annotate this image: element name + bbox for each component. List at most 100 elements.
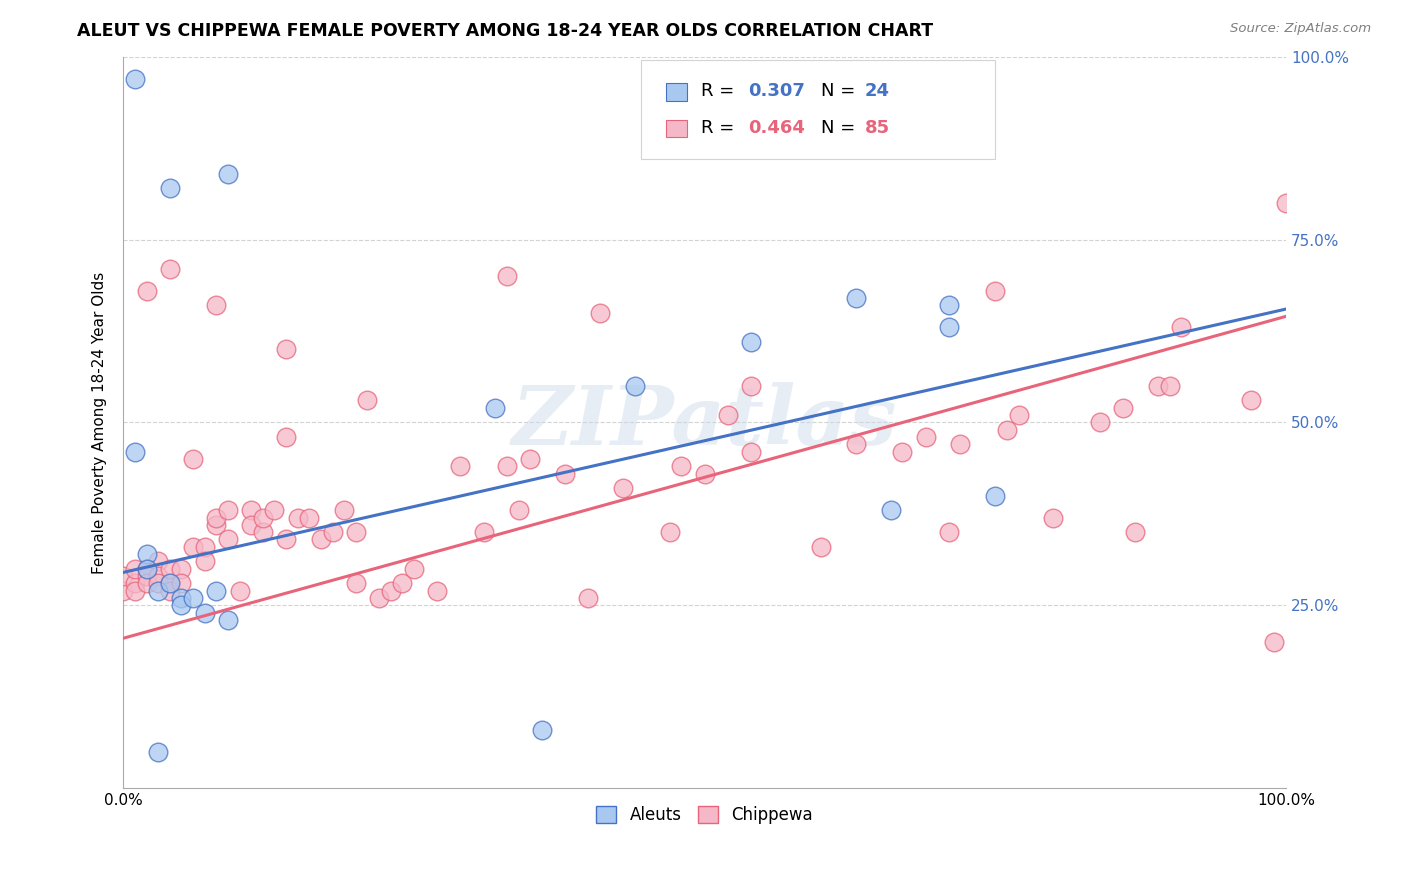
Text: 0.307: 0.307 xyxy=(748,82,804,100)
Point xyxy=(170,576,193,591)
Point xyxy=(298,510,321,524)
Legend: Aleuts, Chippewa: Aleuts, Chippewa xyxy=(589,799,820,831)
Point xyxy=(530,723,553,737)
Point xyxy=(554,467,576,481)
FancyBboxPatch shape xyxy=(641,61,995,159)
Point xyxy=(1263,635,1285,649)
Point xyxy=(356,393,378,408)
Point xyxy=(995,423,1018,437)
Text: ZIPatlas: ZIPatlas xyxy=(512,383,897,462)
Point xyxy=(274,343,297,357)
Point xyxy=(450,459,472,474)
Text: N =: N = xyxy=(821,119,860,136)
Point xyxy=(508,503,530,517)
Point xyxy=(1088,416,1111,430)
Point xyxy=(333,503,356,517)
Point xyxy=(217,613,239,627)
Point xyxy=(263,503,285,517)
Point xyxy=(124,71,146,86)
Point xyxy=(148,554,170,568)
Point xyxy=(1042,510,1064,524)
Point xyxy=(938,298,960,312)
Point xyxy=(194,554,217,568)
Point xyxy=(159,583,181,598)
Text: 0.464: 0.464 xyxy=(748,119,804,136)
Point xyxy=(135,562,157,576)
Point xyxy=(426,583,449,598)
Point xyxy=(914,430,936,444)
Point xyxy=(1123,525,1146,540)
Point xyxy=(984,489,1007,503)
Point xyxy=(124,583,146,598)
Point xyxy=(519,452,541,467)
Point xyxy=(205,510,228,524)
Point xyxy=(344,576,367,591)
Point xyxy=(205,517,228,532)
Point xyxy=(148,745,170,759)
Point xyxy=(1147,379,1170,393)
Point xyxy=(205,298,228,312)
Point xyxy=(496,459,519,474)
Point xyxy=(124,562,146,576)
Point xyxy=(368,591,391,605)
Point xyxy=(287,510,309,524)
Point xyxy=(217,167,239,181)
FancyBboxPatch shape xyxy=(666,120,688,137)
Point xyxy=(1159,379,1181,393)
Point xyxy=(170,562,193,576)
Point xyxy=(240,503,263,517)
Point xyxy=(402,562,425,576)
Point xyxy=(612,481,634,495)
Point xyxy=(740,334,762,349)
Point xyxy=(484,401,506,415)
Point xyxy=(135,562,157,576)
Point xyxy=(194,540,217,554)
Point xyxy=(148,576,170,591)
Point xyxy=(1275,196,1298,211)
Point xyxy=(984,284,1007,298)
Text: Source: ZipAtlas.com: Source: ZipAtlas.com xyxy=(1230,22,1371,36)
Point xyxy=(124,576,146,591)
Point xyxy=(159,562,181,576)
Point xyxy=(181,591,204,605)
Point xyxy=(322,525,344,540)
Point xyxy=(938,525,960,540)
Point xyxy=(217,533,239,547)
Point xyxy=(148,583,170,598)
Point xyxy=(624,379,647,393)
Point xyxy=(124,444,146,458)
Text: ALEUT VS CHIPPEWA FEMALE POVERTY AMONG 18-24 YEAR OLDS CORRELATION CHART: ALEUT VS CHIPPEWA FEMALE POVERTY AMONG 1… xyxy=(77,22,934,40)
Point xyxy=(181,540,204,554)
Point xyxy=(181,452,204,467)
Point xyxy=(1170,320,1192,334)
Point xyxy=(693,71,716,86)
Point xyxy=(1007,408,1029,422)
Point xyxy=(135,284,157,298)
Point xyxy=(159,576,181,591)
Point xyxy=(949,437,972,451)
Point xyxy=(252,525,274,540)
Point xyxy=(240,517,263,532)
Point xyxy=(671,459,693,474)
Text: 85: 85 xyxy=(865,119,890,136)
Point xyxy=(472,525,495,540)
Point xyxy=(845,291,868,305)
Point xyxy=(658,525,681,540)
Point xyxy=(170,599,193,613)
Point xyxy=(810,540,832,554)
Point xyxy=(879,503,901,517)
Point xyxy=(112,583,135,598)
Point xyxy=(274,430,297,444)
Point xyxy=(112,569,135,583)
Point xyxy=(845,437,868,451)
Point xyxy=(135,547,157,561)
FancyBboxPatch shape xyxy=(666,84,688,101)
Point xyxy=(194,606,217,620)
Point xyxy=(693,467,716,481)
Point xyxy=(1240,393,1263,408)
Point xyxy=(938,320,960,334)
Point xyxy=(717,408,740,422)
Point xyxy=(391,576,413,591)
Point xyxy=(1112,401,1135,415)
Point xyxy=(740,379,762,393)
